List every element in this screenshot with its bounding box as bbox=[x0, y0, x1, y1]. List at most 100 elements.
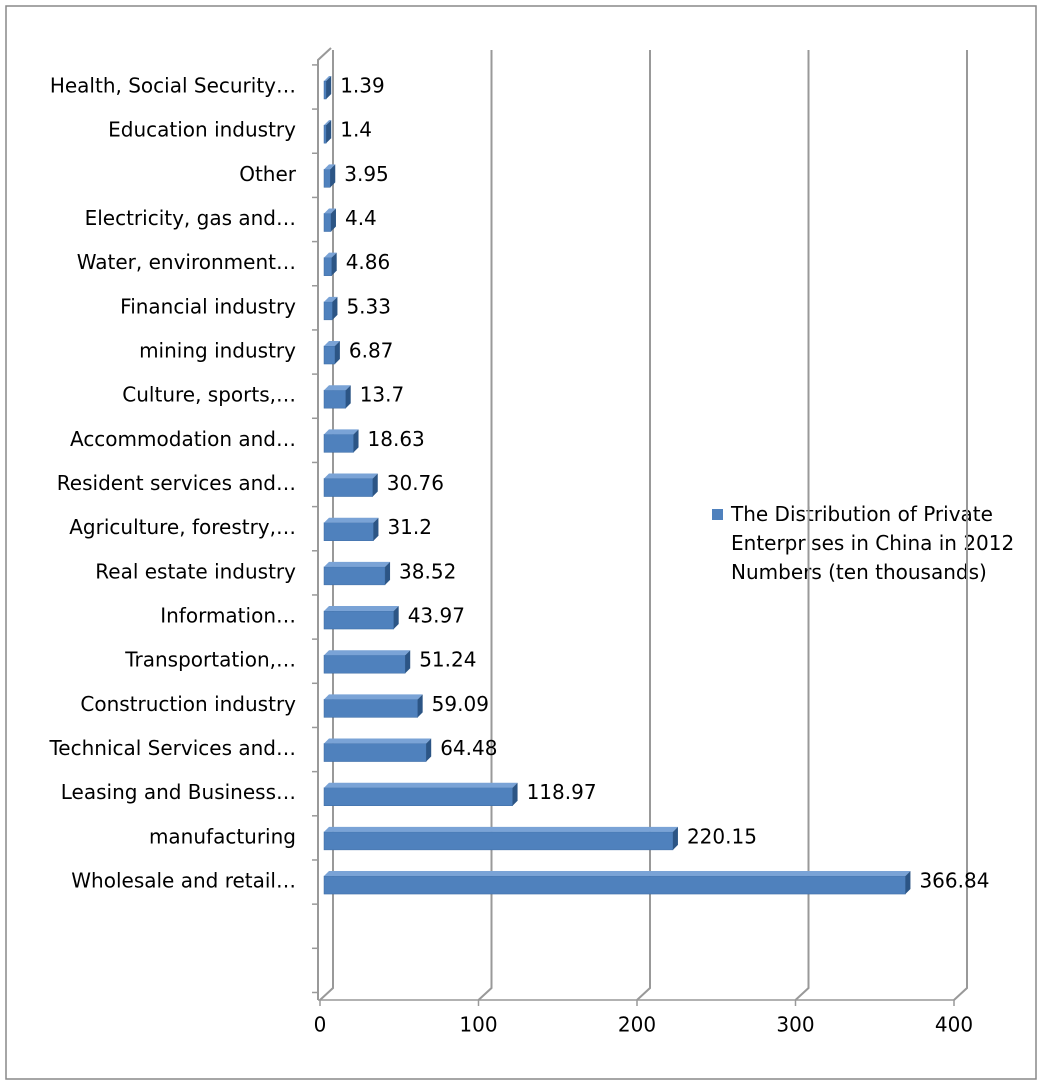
x-tick-label: 0 bbox=[314, 1013, 327, 1037]
data-label: 4.4 bbox=[345, 206, 377, 230]
bar bbox=[323, 429, 359, 453]
data-label: 6.87 bbox=[349, 339, 394, 363]
bar-side bbox=[326, 120, 332, 144]
bar-front bbox=[323, 831, 674, 851]
y-tick-label: Water, environment… bbox=[77, 250, 296, 274]
bar-top bbox=[324, 517, 379, 523]
bar bbox=[323, 517, 379, 541]
bar-front bbox=[323, 213, 332, 232]
bar-front bbox=[323, 522, 374, 541]
chart-border bbox=[5, 5, 1037, 1080]
bar-top bbox=[324, 76, 332, 81]
grid-line bbox=[794, 50, 810, 1001]
bar-top bbox=[324, 429, 359, 435]
y-tick-label: Construction industry bbox=[80, 692, 296, 716]
y-tick-label: Information… bbox=[160, 604, 296, 628]
legend-swatch bbox=[712, 509, 723, 520]
bar-front bbox=[323, 610, 394, 630]
y-tick-label: Wholesale and retail… bbox=[71, 869, 296, 893]
data-label: 118.97 bbox=[527, 780, 597, 804]
bar bbox=[323, 782, 518, 806]
y-tick-label: manufacturing bbox=[149, 824, 296, 848]
bar bbox=[323, 76, 332, 100]
bar-side bbox=[385, 561, 391, 585]
bar-side bbox=[345, 385, 351, 409]
bar-top bbox=[324, 694, 423, 700]
y-axis bbox=[317, 47, 332, 1000]
data-label: 64.48 bbox=[440, 736, 497, 760]
bar-front bbox=[323, 699, 418, 718]
bar-side bbox=[905, 871, 911, 895]
bar-top bbox=[324, 738, 432, 744]
bar-side bbox=[330, 208, 336, 232]
bar-front bbox=[323, 566, 386, 586]
data-label: 3.95 bbox=[344, 162, 389, 186]
bar-top bbox=[324, 561, 391, 567]
bar-side bbox=[332, 296, 338, 320]
data-label: 4.86 bbox=[346, 250, 391, 274]
data-label: 220.15 bbox=[687, 824, 757, 848]
grid-line bbox=[477, 50, 493, 1001]
bar-top bbox=[324, 164, 336, 170]
data-label: 31.2 bbox=[387, 515, 432, 539]
bar bbox=[323, 341, 340, 365]
y-tick-label: Accommodation and… bbox=[70, 427, 296, 451]
y-tick-label: Agriculture, forestry,… bbox=[69, 515, 296, 539]
bar bbox=[323, 606, 399, 630]
bar bbox=[323, 738, 432, 762]
bar bbox=[323, 826, 678, 851]
bar-front bbox=[323, 80, 327, 100]
bar-side bbox=[331, 252, 337, 276]
bar-side bbox=[512, 782, 518, 806]
bar-top bbox=[324, 650, 411, 656]
y-tick-label: Financial industry bbox=[120, 294, 296, 318]
bar-side bbox=[393, 606, 399, 630]
data-label: 59.09 bbox=[432, 692, 489, 716]
bar-side bbox=[417, 694, 423, 718]
bar-top bbox=[324, 782, 518, 788]
bar bbox=[323, 164, 336, 188]
bar-side bbox=[373, 517, 379, 541]
y-tick-label: Technical Services and… bbox=[48, 736, 296, 760]
y-tick-label: Culture, sports,… bbox=[122, 383, 296, 407]
bar-front bbox=[323, 389, 346, 409]
data-label: 366.84 bbox=[919, 869, 989, 893]
bar-side bbox=[426, 738, 432, 762]
y-tick-label: Other bbox=[239, 162, 297, 186]
bar-side bbox=[353, 429, 359, 453]
data-label: 1.39 bbox=[340, 74, 385, 98]
bar bbox=[323, 296, 338, 321]
bar bbox=[323, 252, 337, 276]
bar bbox=[323, 650, 411, 674]
bar-top bbox=[324, 473, 378, 479]
y-tick-label: mining industry bbox=[139, 339, 296, 363]
x-tick-label: 400 bbox=[935, 1013, 973, 1037]
bar-front bbox=[323, 257, 332, 276]
y-tick-label: Resident services and… bbox=[57, 471, 296, 495]
data-label: 38.52 bbox=[399, 559, 456, 583]
y-tick-label: Electricity, gas and… bbox=[85, 206, 296, 230]
bar-front bbox=[323, 478, 374, 497]
bar-front bbox=[323, 345, 336, 365]
grid-line bbox=[636, 50, 651, 1001]
bar-top bbox=[324, 208, 336, 214]
x-tick-label: 100 bbox=[459, 1013, 497, 1037]
bar-front bbox=[323, 654, 406, 674]
bar-top bbox=[324, 871, 911, 877]
bar bbox=[323, 385, 351, 409]
bar-side bbox=[330, 164, 336, 188]
bar bbox=[323, 561, 391, 586]
bar bbox=[323, 208, 336, 232]
bar-front bbox=[323, 875, 906, 895]
data-label: 51.24 bbox=[419, 648, 476, 672]
legend: The Distribution of Private Enterprises … bbox=[712, 502, 1014, 584]
y-tick-label: Transportation,… bbox=[124, 648, 296, 672]
bar-front bbox=[323, 124, 327, 144]
grid-line bbox=[953, 50, 968, 1001]
bar-side bbox=[334, 341, 340, 365]
data-label: 13.7 bbox=[360, 383, 405, 407]
bar-top bbox=[324, 341, 340, 347]
bar-side bbox=[672, 826, 678, 850]
bar-top bbox=[324, 252, 337, 258]
x-tick-label: 300 bbox=[776, 1013, 814, 1037]
